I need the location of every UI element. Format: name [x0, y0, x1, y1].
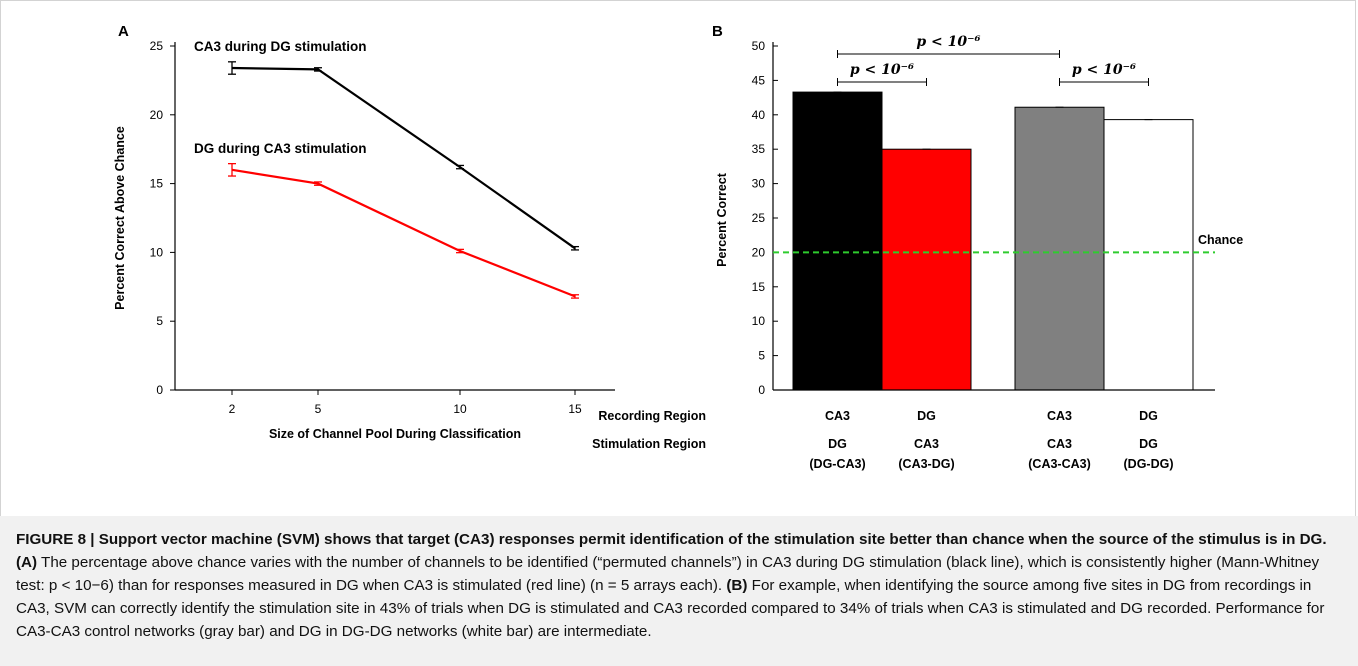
panel-b-bar [1103, 119, 1194, 391]
panel-a-x-tick-label: 10 [453, 402, 467, 416]
caption-label-b: (B) [726, 577, 748, 594]
panel-b-recording-label: DG [1139, 409, 1158, 423]
panel-b-y-tick-label: 15 [752, 280, 766, 294]
panel-b-y-tick-label: 5 [758, 349, 765, 363]
panel-a-series-label: CA3 during DG stimulation [194, 39, 367, 54]
panel-b-recording-label: CA3 [1047, 409, 1072, 423]
panel-a-y-tick-label: 10 [150, 245, 164, 259]
panel-a-x-tick-label: 15 [568, 402, 582, 416]
panel-b-y-tick-label: 20 [752, 245, 766, 259]
panel-b-y-tick-label: 30 [752, 177, 766, 191]
panel-a-y-axis-label: Percent Correct Above Chance [113, 126, 127, 310]
panel-b-stimulation-label: CA3 [1047, 437, 1072, 451]
panel-b-y-axis-label: Percent Correct [715, 172, 729, 267]
panel-b-recording-label: DG [917, 409, 936, 423]
figure-caption: FIGURE 8 | Support vector machine (SVM) … [0, 516, 1358, 666]
panel-b-y-tick-label: 40 [752, 108, 766, 122]
panel-b-recording-row-label: Recording Region [598, 409, 706, 423]
panel-a-letter: A [118, 23, 129, 40]
panel-b-stimulation-sublabel: (DG-CA3) [809, 457, 865, 471]
panel-a-series-label: DG during CA3 stimulation [194, 141, 367, 156]
panel-a-y-tick-label: 5 [156, 314, 163, 328]
panel-a-y-tick-label: 20 [150, 108, 164, 122]
panel-b-y-tick-label: 25 [752, 211, 766, 225]
panel-b-y-tick-label: 50 [752, 39, 766, 53]
panel-b-stimulation-sublabel: (CA3-DG) [898, 457, 954, 471]
panel-b-stimulation-label: DG [1139, 437, 1158, 451]
panel-b-stimulation-label: DG [828, 437, 847, 451]
panel-b-y-tick-label: 10 [752, 314, 766, 328]
panel-b-significance-label: p < 10⁻⁶ [850, 62, 914, 78]
panel-a-y-tick-label: 15 [150, 177, 164, 191]
caption-text-a: The percentage above chance varies with … [16, 554, 1320, 594]
caption-title: FIGURE 8 | Support vector machine (SVM) … [16, 531, 1327, 571]
panel-a-x-axis-label: Size of Channel Pool During Classificati… [269, 427, 521, 441]
panel-b-y-tick-label: 0 [758, 383, 765, 397]
panel-a-x-tick-label: 5 [315, 402, 322, 416]
panel-b-significance-label: p < 10⁻⁶ [916, 34, 980, 50]
panel-b-stimulation-label: CA3 [914, 437, 939, 451]
panel-a-x-tick-label: 2 [229, 402, 236, 416]
panel-b-y-tick-label: 35 [752, 142, 766, 156]
caption-text-b: For example, when identifying the source… [16, 577, 1325, 640]
panel-a-series-line [231, 168, 576, 298]
panel-a-y-tick-label: 25 [150, 39, 164, 53]
panel-b-bar [1014, 106, 1105, 391]
panel-a-y-tick-label: 0 [156, 383, 163, 397]
panel-b-chance-label: Chance [1198, 233, 1243, 247]
panel-b-recording-label: CA3 [825, 409, 850, 423]
panel-b-significance-label: p < 10⁻⁶ [1072, 62, 1136, 78]
panel-b-stimulation-row-label: Stimulation Region [592, 437, 706, 451]
panel-b-letter: B [712, 23, 723, 40]
panel-b-bar [792, 91, 883, 391]
panel-b-y-tick-label: 45 [752, 73, 766, 87]
panel-b-stimulation-sublabel: (DG-DG) [1124, 457, 1174, 471]
panel-b-stimulation-sublabel: (CA3-CA3) [1028, 457, 1091, 471]
panel-a-series-line [231, 66, 576, 250]
panel-b-bar [881, 148, 972, 391]
